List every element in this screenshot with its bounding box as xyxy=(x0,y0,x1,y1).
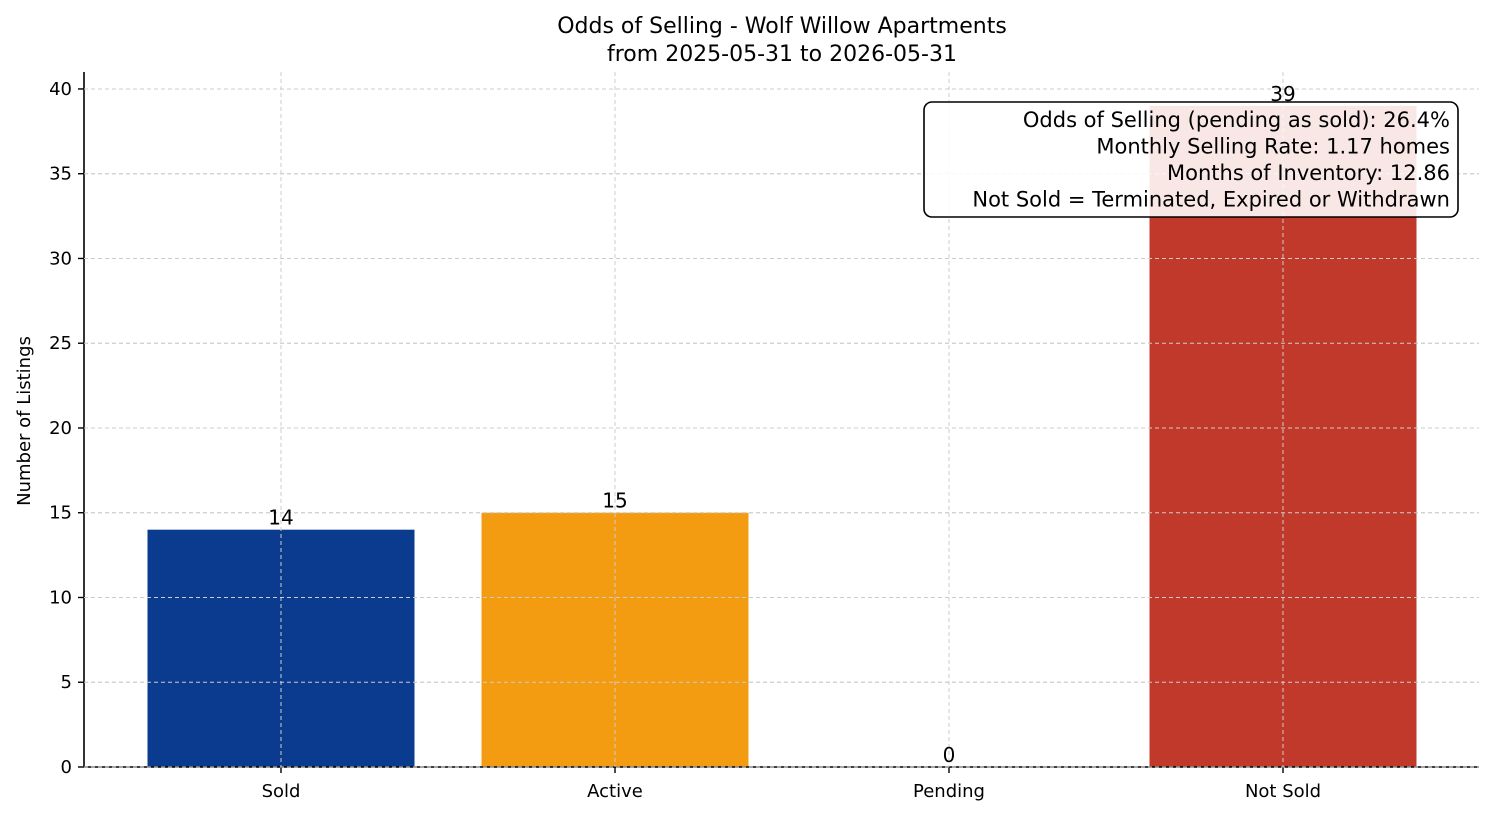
bar-value-label: 15 xyxy=(602,489,627,513)
chart-title: Odds of Selling - Wolf Willow Apartments xyxy=(557,14,1007,39)
y-tick-label: 5 xyxy=(61,672,72,693)
y-tick-label: 35 xyxy=(49,164,72,185)
y-tick-label: 25 xyxy=(49,333,72,354)
axes: 0 5 10 15 20 25 30 35 40 Sold Active Pending Not Sol… xyxy=(49,72,1479,802)
y-tick-label: 20 xyxy=(49,418,72,439)
info-box-line: Odds of Selling (pending as sold): 26.4% xyxy=(1023,108,1450,132)
x-tick-label: Pending xyxy=(913,781,985,802)
y-tick-label: 40 xyxy=(49,79,72,100)
x-tick-label: Sold xyxy=(262,781,301,802)
info-box: Odds of Selling (pending as sold): 26.4%… xyxy=(923,101,1459,218)
info-box-line: Monthly Selling Rate: 1.17 homes xyxy=(1096,135,1450,159)
x-tick-label: Not Sold xyxy=(1245,781,1321,802)
y-tick-label: 30 xyxy=(49,248,72,269)
y-axis-label: Number of Listings xyxy=(14,336,35,506)
y-tick-label: 10 xyxy=(49,587,72,608)
y-tick-label: 15 xyxy=(49,503,72,524)
info-box-frame xyxy=(923,101,1459,218)
chart-subtitle: from 2025-05-31 to 2026-05-31 xyxy=(607,42,957,67)
info-box-line: Months of Inventory: 12.86 xyxy=(1167,161,1450,185)
bar-value-label: 0 xyxy=(943,743,956,767)
bar-value-label: 14 xyxy=(268,506,293,530)
y-tick-label: 0 xyxy=(61,757,72,778)
x-tick-label: Active xyxy=(587,781,643,802)
info-box-line: Not Sold = Terminated, Expired or Withdr… xyxy=(972,188,1450,212)
